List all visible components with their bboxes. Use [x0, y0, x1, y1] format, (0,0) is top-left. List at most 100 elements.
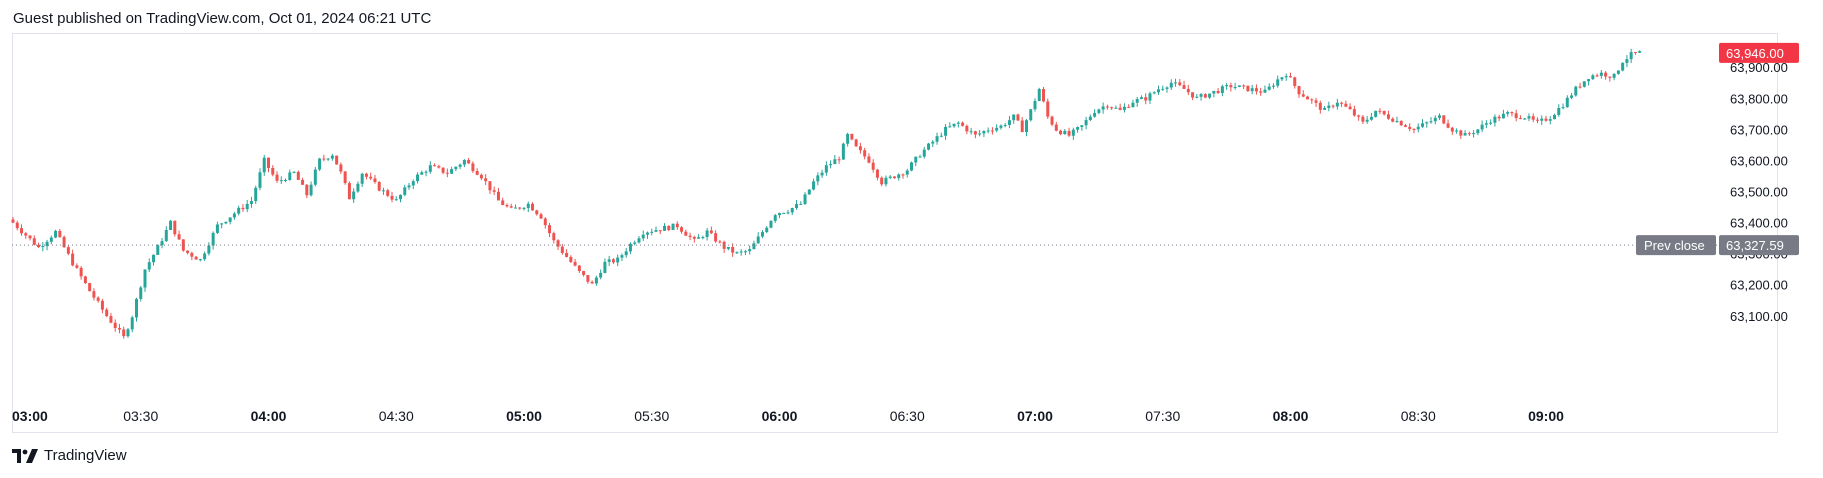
candle-body — [1033, 100, 1037, 110]
candle-body — [113, 322, 117, 328]
candle — [743, 249, 747, 256]
candle-body — [1003, 124, 1007, 126]
candle — [773, 213, 777, 224]
candle — [96, 296, 100, 303]
candle — [1548, 116, 1552, 125]
candle — [1042, 86, 1046, 103]
candle-body — [1425, 122, 1429, 124]
candle — [1357, 114, 1361, 121]
candle — [1054, 121, 1058, 132]
candle — [986, 127, 990, 134]
candle — [616, 254, 620, 267]
candle-body — [688, 235, 692, 237]
candle — [1438, 113, 1442, 121]
candle — [671, 223, 675, 231]
candle — [543, 217, 547, 229]
candle-body — [130, 317, 134, 330]
candle — [1540, 115, 1544, 125]
candle-body — [433, 165, 437, 167]
candle-body — [1599, 72, 1603, 76]
candle — [505, 203, 509, 208]
candle — [1348, 103, 1352, 110]
candle — [884, 175, 888, 187]
candle — [160, 238, 164, 249]
candle — [92, 288, 96, 301]
candle-body — [556, 240, 560, 247]
candle-body — [203, 253, 207, 260]
candle — [863, 147, 867, 160]
candle — [1608, 76, 1612, 82]
candle — [267, 157, 270, 173]
candle — [552, 231, 556, 244]
candle — [829, 160, 833, 169]
candle — [594, 275, 598, 286]
candle — [1340, 101, 1344, 108]
candle — [1020, 117, 1024, 133]
candle — [1148, 91, 1152, 104]
x-tick-label: 04:30 — [379, 408, 414, 424]
candle — [1195, 93, 1199, 99]
candle-body — [505, 204, 509, 207]
candle-body — [1497, 116, 1501, 119]
candle-body — [390, 195, 394, 200]
candle-body — [1467, 133, 1471, 135]
candle-body — [1365, 119, 1369, 122]
candle — [1344, 100, 1348, 108]
candlestick-chart[interactable]: 63,100.0063,200.0063,300.0063,400.0063,5… — [0, 0, 1823, 440]
candle — [1369, 113, 1373, 121]
candle-body — [1455, 130, 1459, 132]
candle — [386, 188, 390, 198]
candle-body — [552, 233, 556, 241]
candle-body — [812, 181, 816, 190]
candle — [731, 243, 735, 257]
candle-body — [279, 180, 283, 182]
candle — [935, 132, 939, 145]
candle — [113, 319, 117, 332]
candle-body — [1110, 107, 1114, 109]
candle-body — [739, 251, 743, 253]
candle — [765, 226, 769, 234]
candle — [1450, 126, 1454, 135]
candle-body — [373, 178, 377, 183]
footer-brand-label: TradingView — [44, 447, 127, 464]
candle-body — [1506, 112, 1510, 114]
candle — [914, 156, 918, 167]
candle — [1276, 75, 1280, 88]
candle-body — [654, 230, 658, 232]
candle — [241, 203, 245, 213]
candle-body — [152, 254, 156, 263]
candle-body — [880, 177, 884, 185]
candle-body — [1565, 97, 1569, 108]
candle-body — [1391, 118, 1395, 122]
published-info: Guest published on TradingView.com, Oct … — [13, 10, 432, 27]
candle-body — [1450, 127, 1454, 132]
candle-body — [1118, 107, 1122, 110]
candle-body — [790, 208, 794, 213]
candle — [352, 188, 356, 203]
candle-body — [526, 203, 530, 208]
candle — [841, 142, 845, 160]
candle-body — [795, 204, 799, 209]
y-tick-label: 63,400.00 — [1730, 216, 1788, 231]
candle — [1378, 108, 1382, 115]
candle — [1591, 73, 1595, 81]
candle — [228, 217, 232, 225]
candle — [850, 133, 854, 141]
candle — [32, 235, 36, 246]
candle-body — [1174, 82, 1178, 84]
candle-body — [833, 159, 837, 165]
candle-body — [973, 131, 977, 135]
candle-body — [1535, 119, 1539, 121]
candle — [867, 153, 871, 164]
candle-body — [88, 283, 92, 292]
candle — [944, 124, 948, 140]
candle-body — [1446, 123, 1450, 128]
candle-body — [569, 256, 573, 262]
candle — [1071, 127, 1075, 140]
candle-body — [1105, 106, 1109, 108]
chart-pane[interactable] — [12, 33, 1778, 433]
candle-body — [1306, 96, 1310, 100]
footer-brand[interactable]: TradingView — [12, 447, 127, 464]
candle — [692, 235, 696, 243]
candle — [645, 231, 649, 239]
